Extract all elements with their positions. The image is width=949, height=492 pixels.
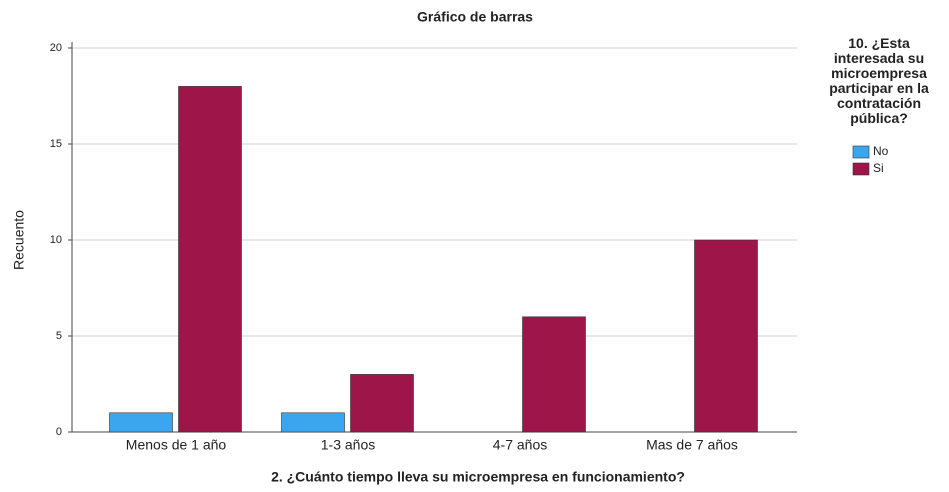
x-tick-label: 4-7 años	[493, 437, 547, 453]
y-tick-label: 15	[50, 138, 62, 150]
legend-label: No	[873, 144, 889, 158]
bar	[281, 412, 345, 433]
legend-title: 10. ¿Esta interesada su microempresa par…	[829, 35, 929, 126]
chart-title: Gráfico de barras	[417, 9, 533, 25]
y-tick-label: 10	[50, 234, 62, 246]
y-tick-label: 20	[50, 42, 62, 54]
bar	[109, 412, 173, 433]
bar	[694, 239, 758, 433]
x-axis-label: 2. ¿Cuánto tiempo lleva su microempresa …	[271, 469, 685, 485]
x-tick-label: 1-3 años	[321, 437, 375, 453]
legend-label: Si	[873, 161, 884, 175]
x-tick-label: Menos de 1 año	[126, 437, 227, 453]
bar	[178, 86, 242, 433]
y-tick-label: 5	[56, 330, 62, 342]
legend-swatch	[852, 145, 870, 159]
y-tick-label: 0	[56, 426, 62, 438]
y-axis-label: Recuento	[11, 210, 27, 270]
bar	[522, 316, 586, 433]
bar	[350, 374, 414, 433]
legend-swatch	[852, 162, 870, 176]
x-tick-label: Mas de 7 años	[646, 437, 738, 453]
